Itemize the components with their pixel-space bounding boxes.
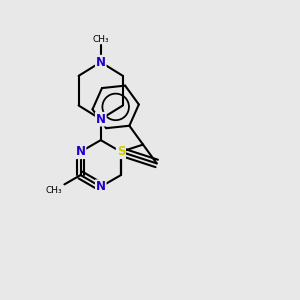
Text: N: N [96,113,106,126]
Text: N: N [76,145,85,158]
Text: CH₃: CH₃ [45,186,62,195]
Text: S: S [117,145,125,158]
Text: N: N [96,180,106,193]
Text: CH₃: CH₃ [92,35,109,44]
Text: N: N [96,56,106,69]
